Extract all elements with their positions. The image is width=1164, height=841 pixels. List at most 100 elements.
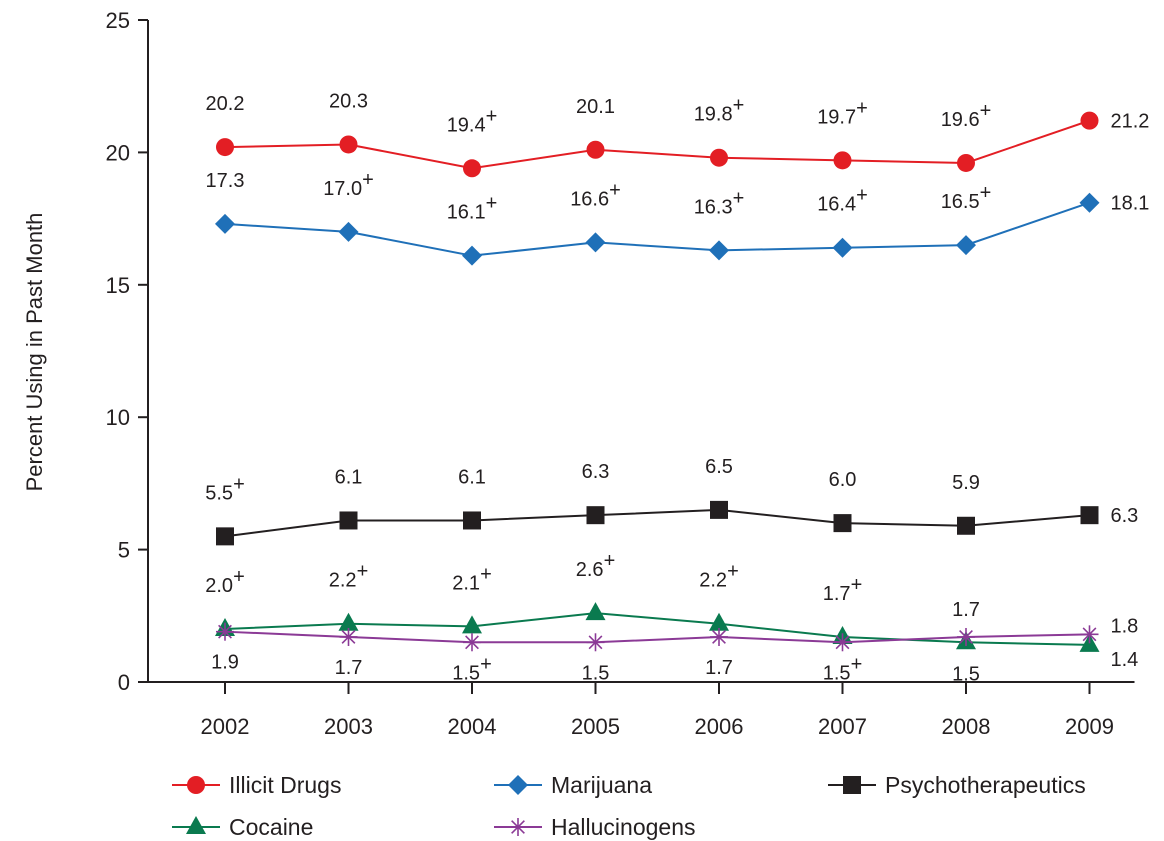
legend-label: Hallucinogens	[551, 814, 695, 840]
data-label-marijuana: 16.6+	[570, 179, 621, 210]
x-tick-label: 2009	[1065, 714, 1114, 739]
significance-marker: +	[486, 193, 498, 215]
data-label-psychotherapeutics: 6.0	[829, 469, 857, 491]
significance-marker: +	[856, 97, 868, 119]
axes: 0 5 10 15 20 25 2002 2003 2004 2005 2006 2007 2008 20…	[106, 8, 1135, 739]
data-label-cocaine: 2.2+	[329, 561, 369, 592]
data-point-marijuana	[215, 213, 235, 234]
series-line-cocaine	[224, 612, 1090, 646]
data-label-psychotherapeutics: 5.9	[952, 472, 980, 494]
data-label-hallucinogens: 1.7	[335, 657, 363, 679]
data-label-psychotherapeutics: 6.1	[335, 466, 363, 488]
y-tick-label: 10	[106, 405, 130, 430]
data-label-marijuana: 18.1	[1111, 193, 1150, 215]
legend-marker	[508, 775, 528, 795]
x-tick-label: 2003	[324, 714, 373, 739]
y-axis-title: Percent Using in Past Month	[22, 213, 47, 492]
data-label-psychotherapeutics: 6.5	[705, 456, 733, 478]
data-point-cocaine	[338, 612, 359, 631]
data-label-hallucinogens: 1.5+	[823, 653, 863, 684]
significance-marker: +	[609, 179, 621, 201]
legend-marker	[186, 816, 206, 834]
data-label-marijuana: 17.0+	[323, 169, 374, 200]
x-tick-label: 2005	[571, 714, 620, 739]
legend-item-psychotherapeutics: Psychotherapeutics	[828, 772, 1086, 798]
data-point-hallucinogens	[1080, 625, 1099, 644]
series-layer	[215, 111, 1100, 652]
data-label-illicit-drugs: 19.8+	[694, 95, 745, 126]
legend-label: Psychotherapeutics	[885, 772, 1086, 798]
legend-label: Illicit Drugs	[229, 772, 341, 798]
y-tick-label: 25	[106, 8, 130, 33]
data-label-hallucinogens: 1.8	[1111, 615, 1139, 637]
data-point-illicit-drugs	[216, 138, 234, 157]
data-point-cocaine	[585, 602, 606, 621]
data-point-illicit-drugs	[339, 135, 358, 154]
legend-label: Marijuana	[551, 772, 652, 798]
significance-marker: +	[856, 185, 868, 207]
significance-marker: +	[604, 550, 616, 572]
data-point-cocaine	[462, 615, 482, 634]
data-label-hallucinogens: 1.5+	[452, 653, 492, 684]
y-tick-label: 5	[118, 538, 130, 563]
data-point-marijuana	[585, 232, 606, 253]
data-point-psychotherapeutics	[339, 511, 358, 530]
data-label-cocaine: 2.2+	[699, 561, 739, 592]
legend-label: Cocaine	[229, 814, 313, 840]
series-line-hallucinogens	[224, 630, 1090, 644]
x-tick-label: 2004	[448, 714, 497, 739]
data-label-psychotherapeutics: 5.5+	[205, 473, 245, 504]
data-point-hallucinogens	[710, 627, 728, 646]
legend-marker	[509, 818, 527, 836]
data-label-psychotherapeutics: 6.3	[582, 461, 610, 483]
x-tick-label: 2008	[942, 714, 991, 739]
data-label-marijuana: 16.5+	[941, 182, 992, 213]
data-point-marijuana	[462, 245, 482, 266]
data-labels: 20.2 20.3 19.4+ 20.1 19.8+ 19.7+ 19.6+ 21.2 17.3…	[205, 90, 1149, 685]
data-label-illicit-drugs: 21.2	[1111, 111, 1150, 133]
data-point-hallucinogens	[216, 622, 234, 641]
data-point-marijuana	[832, 237, 853, 258]
significance-marker: +	[233, 566, 245, 588]
significance-marker: +	[362, 169, 374, 191]
data-point-hallucinogens	[833, 633, 852, 652]
legend-item-illicit-drugs: Illicit Drugs	[172, 772, 341, 798]
legend-marker	[187, 776, 205, 794]
y-tick-label: 20	[106, 140, 130, 165]
significance-marker: +	[733, 95, 745, 117]
data-label-cocaine: 1.7	[952, 599, 980, 621]
data-point-psychotherapeutics	[957, 516, 975, 535]
data-point-psychotherapeutics	[710, 500, 728, 519]
data-label-hallucinogens: 1.7	[705, 657, 733, 679]
y-tick-label: 0	[118, 670, 130, 695]
data-point-marijuana	[956, 235, 976, 256]
legend-item-cocaine: Cocaine	[172, 814, 313, 840]
data-label-illicit-drugs: 20.2	[206, 93, 245, 115]
series-line-illicit-drugs	[224, 119, 1090, 170]
significance-marker: +	[851, 574, 863, 596]
data-label-hallucinogens: 1.5	[582, 662, 610, 684]
data-label-cocaine: 1.4	[1111, 649, 1139, 671]
data-label-illicit-drugs: 20.1	[576, 96, 615, 118]
data-point-psychotherapeutics	[216, 527, 234, 546]
x-tick-label: 2002	[201, 714, 250, 739]
data-point-psychotherapeutics	[1080, 506, 1099, 525]
data-point-illicit-drugs	[1080, 111, 1099, 130]
data-label-cocaine: 1.7+	[823, 574, 863, 605]
series-marijuana	[215, 192, 1100, 266]
data-label-marijuana: 17.3	[206, 170, 245, 192]
data-point-cocaine	[709, 612, 729, 631]
data-point-illicit-drugs	[710, 148, 728, 167]
significance-marker: +	[851, 653, 863, 675]
data-label-illicit-drugs: 19.4+	[447, 105, 498, 136]
series-line-marijuana	[224, 201, 1090, 257]
data-point-psychotherapeutics	[463, 511, 481, 530]
significance-marker: +	[357, 561, 369, 583]
series-illicit-drugs	[216, 111, 1099, 178]
data-label-hallucinogens: 1.9	[211, 652, 239, 674]
series-hallucinogens	[216, 622, 1099, 652]
data-label-cocaine: 2.0+	[205, 566, 245, 597]
data-point-illicit-drugs	[957, 153, 975, 172]
data-label-marijuana: 16.1+	[447, 193, 498, 224]
significance-marker: +	[980, 182, 992, 204]
